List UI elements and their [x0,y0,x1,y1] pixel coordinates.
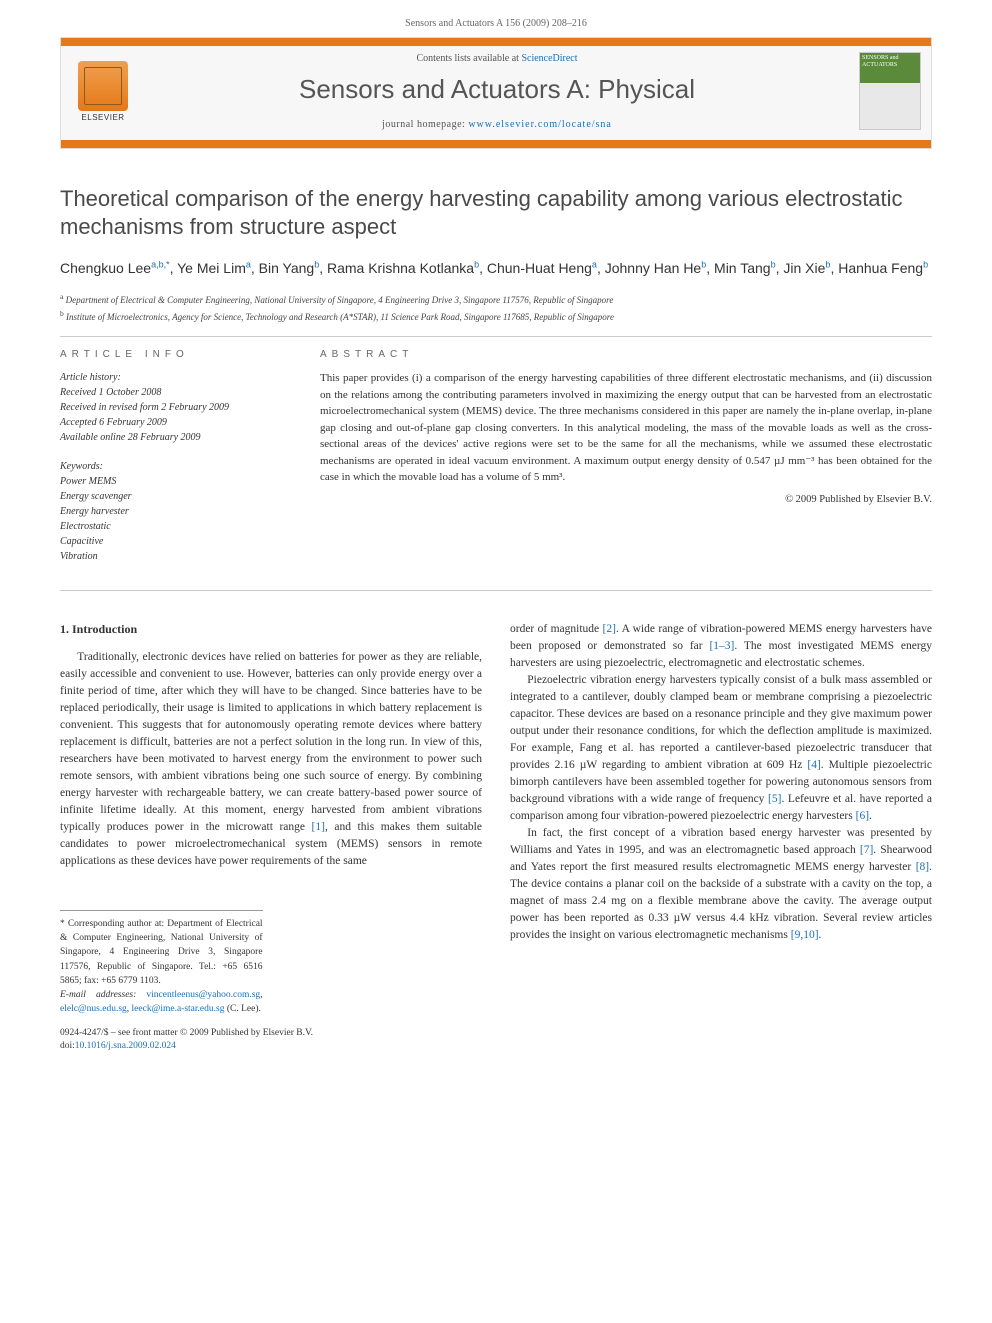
left-column: 1. Introduction Traditionally, electroni… [60,621,482,1053]
ref-link[interactable]: [5] [768,793,781,805]
paragraph: Piezoelectric vibration energy harvester… [510,672,932,825]
ref-link[interactable]: [1] [312,821,325,833]
running-header: Sensors and Actuators A 156 (2009) 208–2… [0,0,992,37]
separator [60,336,932,337]
sciencedirect-link[interactable]: ScienceDirect [521,53,577,64]
keywords-block: Keywords: Power MEMSEnergy scavengerEner… [60,459,290,564]
right-column: order of magnitude [2]. A wide range of … [510,621,932,1053]
email-link[interactable]: elelc@nus.edu.sg [60,1004,127,1014]
journal-homepage-link[interactable]: www.elsevier.com/locate/sna [468,119,612,130]
ref-link[interactable]: [6] [856,810,869,822]
paragraph: order of magnitude [2]. A wide range of … [510,621,932,672]
abstract-copyright: © 2009 Published by Elsevier B.V. [320,494,932,505]
article-info-heading: article info [60,349,290,360]
abstract-heading: abstract [320,349,932,360]
ref-link[interactable]: [4] [807,759,820,771]
ref-link[interactable]: [2] [603,623,616,635]
email-link[interactable]: vincentleenus@yahoo.com.sg [146,990,260,1000]
separator [60,590,932,591]
section-heading: 1. Introduction [60,621,482,639]
doi-link[interactable]: 10.1016/j.sna.2009.02.024 [75,1041,176,1051]
ref-link[interactable]: [7] [860,844,873,856]
contents-available-line: Contents lists available at ScienceDirec… [145,53,849,64]
abstract-text: This paper provides (i) a comparison of … [320,370,932,486]
cover-title: SENSORS and ACTUATORS [860,53,920,83]
elsevier-logo: ELSEVIER [71,55,135,127]
article-title: Theoretical comparison of the energy har… [60,185,932,240]
article-history: Article history: Received 1 October 2008… [60,370,290,445]
paragraph: In fact, the first concept of a vibratio… [510,825,932,944]
journal-cover-thumb: SENSORS and ACTUATORS [859,52,921,130]
body-two-column: 1. Introduction Traditionally, electroni… [60,621,932,1053]
ref-link[interactable]: [8] [916,861,929,873]
affiliations: a Department of Electrical & Computer En… [60,291,932,324]
journal-banner: ELSEVIER Contents lists available at Sci… [60,37,932,149]
publisher-name: ELSEVIER [81,113,124,122]
email-addresses: E-mail addresses: vincentleenus@yahoo.co… [60,988,263,1017]
author-list: Chengkuo Leea,b,*, Ye Mei Lima, Bin Yang… [60,258,932,279]
ref-link[interactable]: [9,10] [791,929,819,941]
footnotes: * Corresponding author at: Department of… [60,910,263,1017]
email-link[interactable]: leeck@ime.a-star.edu.sg [132,1004,225,1014]
elsevier-tree-icon [78,61,128,111]
accent-bar-bottom [61,140,931,148]
corresponding-author: * Corresponding author at: Department of… [60,917,263,988]
footer-copyright: 0924-4247/$ – see front matter © 2009 Pu… [60,1027,482,1054]
article-info-block: article info Article history: Received 1… [60,349,290,578]
journal-homepage-line: journal homepage: www.elsevier.com/locat… [145,119,849,130]
accent-bar [61,38,931,46]
journal-title: Sensors and Actuators A: Physical [145,74,849,105]
ref-link[interactable]: [1–3] [709,640,734,652]
paragraph: Traditionally, electronic devices have r… [60,649,482,870]
abstract-block: abstract This paper provides (i) a compa… [320,349,932,578]
